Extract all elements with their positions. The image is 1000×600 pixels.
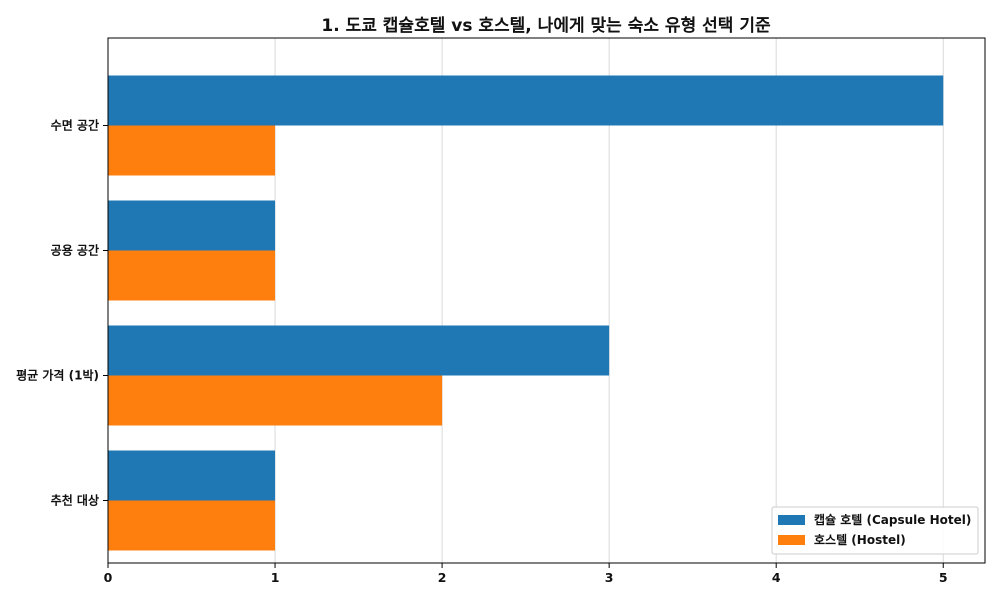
legend-box xyxy=(771,506,979,555)
legend-label-0: 캡슐 호텔 (Capsule Hotel) xyxy=(814,513,971,527)
bar-capsule-1 xyxy=(108,200,276,251)
bar-capsule-3 xyxy=(108,450,276,501)
y-tick-label-2: 평균 가격 (1박) xyxy=(16,368,99,383)
bar-hostel-2 xyxy=(108,375,443,426)
legend-swatch-1 xyxy=(778,535,805,545)
bar-hostel-1 xyxy=(108,250,276,301)
bar-hostel-0 xyxy=(108,125,276,176)
y-tick-label-0: 수면 공간 xyxy=(51,118,99,133)
bar-capsule-2 xyxy=(108,325,610,376)
chart-title: 1. 도쿄 캡슐호텔 vs 호스텔, 나에게 맞는 숙소 유형 선택 기준 xyxy=(321,15,771,36)
bars xyxy=(108,75,944,551)
legend: 캡슐 호텔 (Capsule Hotel) 호스텔 (Hostel) xyxy=(771,506,979,555)
x-tick-label-0: 0 xyxy=(104,570,113,585)
y-tick-label-3: 추천 대상 xyxy=(51,493,99,508)
x-tick-label-2: 2 xyxy=(438,570,447,585)
x-tick-label-3: 3 xyxy=(605,570,614,585)
y-tick-label-1: 공용 공간 xyxy=(51,243,99,258)
bar-hostel-3 xyxy=(108,500,276,551)
bar-capsule-0 xyxy=(108,75,944,126)
x-tick-label-5: 5 xyxy=(939,570,948,585)
x-tick-label-1: 1 xyxy=(271,570,280,585)
legend-label-1: 호스텔 (Hostel) xyxy=(814,533,906,547)
x-tick-label-4: 4 xyxy=(772,570,781,585)
legend-swatch-0 xyxy=(778,515,805,525)
x-axis: 0 1 2 3 4 5 xyxy=(104,563,948,585)
plot-frame xyxy=(107,37,986,564)
